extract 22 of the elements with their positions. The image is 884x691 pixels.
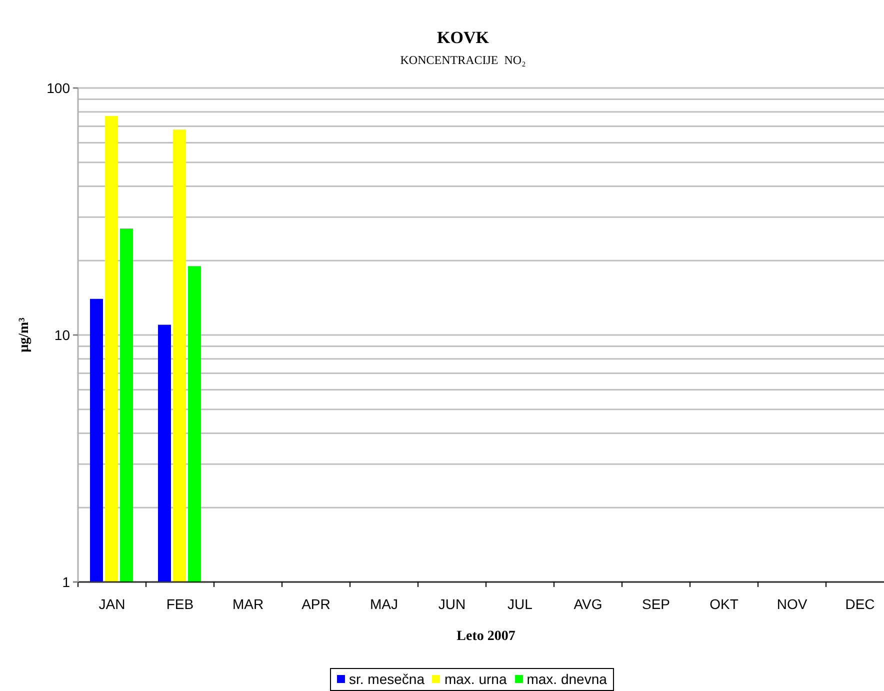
y-tick-label: 1 [62,574,70,590]
x-tick-label: AVG [574,596,602,612]
x-tick-label: SEP [642,596,670,612]
x-tick-label: NOV [776,596,808,612]
chart-subtitle: KONCENTRACIJE NO₂ [399,53,527,68]
x-tick-label: MAR [232,596,264,612]
y-axis-title: µg/m³ [17,318,32,352]
legend-label: max. urna [444,671,507,687]
x-tick-label: JUL [508,596,533,612]
x-tick-label: JAN [98,596,126,612]
x-tick-label: OKT [710,596,739,612]
x-tick-label: FEB [166,596,194,612]
legend-label: max. dnevna [526,671,607,687]
y-tick-label: 100 [46,80,70,96]
y-tick-label: 10 [54,327,70,343]
x-axis-title: Leto 2007 [456,629,516,644]
x-tick-label: MAJ [370,596,398,612]
chart-title: KOVK [436,28,490,48]
x-tick-label: APR [302,596,330,612]
x-tick-label: JUN [438,596,466,612]
x-tick-label: DEC [845,596,875,612]
legend-label: sr. mesečna [349,671,424,687]
